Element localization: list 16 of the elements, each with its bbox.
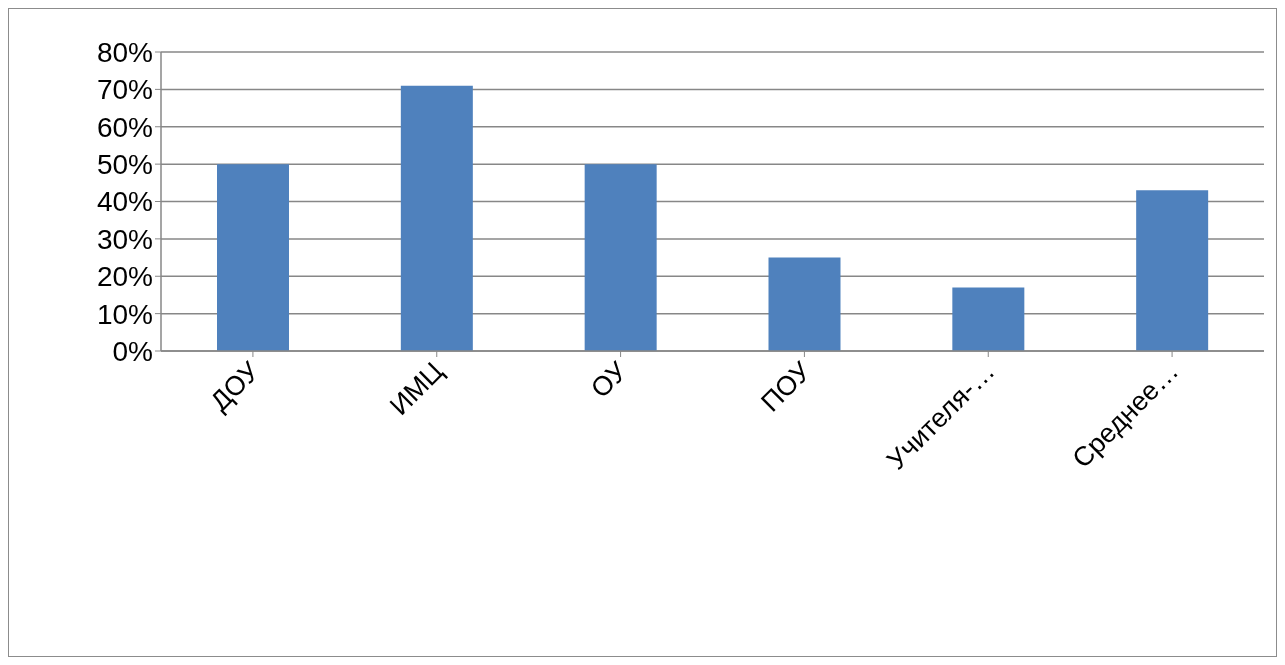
bar <box>768 257 841 351</box>
y-tick-label: 10% <box>96 298 153 330</box>
x-tick-label: ОУ <box>585 355 634 404</box>
y-tick-label: 60% <box>96 111 153 143</box>
y-tick-label: 80% <box>96 36 153 68</box>
y-tick-label: 20% <box>96 261 153 293</box>
bar <box>952 287 1025 351</box>
bar <box>584 164 657 351</box>
y-tick-label: 40% <box>96 186 153 218</box>
y-tick-label: 30% <box>96 223 153 255</box>
y-tick-label: 70% <box>96 74 153 106</box>
bar <box>1136 190 1209 351</box>
bar <box>217 164 289 351</box>
y-tick-label: 50% <box>96 149 153 181</box>
bar <box>400 85 473 351</box>
y-tick-label: 0% <box>112 335 153 367</box>
